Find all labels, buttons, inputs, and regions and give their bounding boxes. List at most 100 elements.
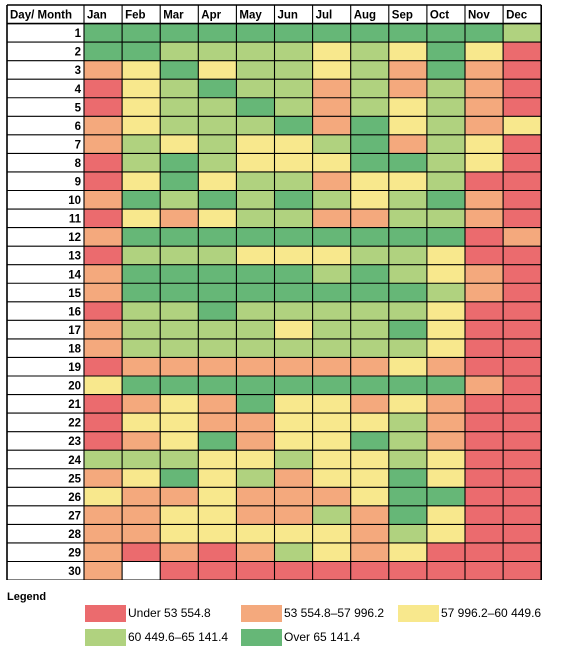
heatmap-cell [503,413,542,432]
heatmap-cell [198,450,237,469]
heatmap-cell [426,505,465,525]
heatmap-cell [160,524,199,543]
heatmap-cell [426,450,465,469]
heatmap-cell [236,23,275,43]
heatmap-cell [503,283,542,302]
heatmap-cell [350,524,389,543]
heatmap-cell [503,153,542,172]
row-label: 26 [68,492,81,504]
heatmap-cell [122,23,161,43]
heatmap-cell [388,79,427,98]
heatmap-cell [274,450,313,469]
heatmap-cell [388,264,427,284]
heatmap-chart: Day/ Month Jan Feb Mar Apr May Jun Jul Aug Sep Oct… [6,4,543,580]
heatmap-cell [236,468,275,488]
heatmap-cell [198,301,237,321]
heatmap-cell [388,487,427,506]
heatmap-cell [503,116,542,135]
heatmap-cell [312,561,351,580]
heatmap-cell [160,79,199,98]
heatmap-cell [388,561,427,580]
row-label: 7 [75,139,81,151]
heatmap-cell [84,209,123,228]
heatmap-cell [84,524,123,543]
heatmap-cell [160,301,199,321]
heatmap-cell [274,171,313,191]
heatmap-cell [84,227,123,247]
heatmap-cell [503,209,542,228]
heatmap-cell [122,561,161,580]
heatmap-cell [426,431,465,451]
heatmap-cell [160,153,199,172]
heatmap-cell [160,413,199,432]
row-label: 16 [68,306,81,318]
heatmap-cell [84,246,123,265]
heatmap-cell [312,153,351,172]
heatmap-cell [198,116,237,135]
column-header: Nov [468,10,490,22]
heatmap-cell [122,246,161,265]
heatmap-cell [388,542,427,562]
heatmap-cell [274,116,313,135]
heatmap-cell [236,246,275,265]
heatmap-cell [426,283,465,302]
row-label: 18 [68,343,81,355]
heatmap-cell [236,394,275,414]
heatmap-cell [236,320,275,339]
heatmap-cell [236,376,275,395]
legend-label: 57 996.2–60 449.6 [441,606,542,620]
heatmap-cell [426,338,465,358]
heatmap-cell [426,468,465,488]
heatmap-cell [198,97,237,117]
heatmap-cell [465,431,504,451]
row-label: 20 [68,381,81,393]
heatmap-cell [274,542,313,562]
heatmap-cell [503,505,542,525]
heatmap-cell [350,320,389,339]
heatmap-cell [312,376,351,395]
heatmap-cell [503,246,542,265]
heatmap-cell [503,97,542,117]
heatmap-cell [198,60,237,80]
heatmap-cell [426,153,465,172]
heatmap-cell [274,376,313,395]
heatmap-cell [160,116,199,135]
heatmap-cell [122,450,161,469]
row-label: 17 [68,325,81,337]
heatmap-cell [122,153,161,172]
heatmap-cell [350,227,389,247]
heatmap-cell [160,97,199,117]
heatmap-cell [84,23,123,43]
heatmap-cell [350,60,389,80]
heatmap-cell [122,524,161,543]
heatmap-cell [122,116,161,135]
heatmap-cell [160,171,199,191]
heatmap-cell [236,60,275,80]
heatmap-cell [388,357,427,376]
heatmap-cell [160,134,199,154]
heatmap-cell [388,413,427,432]
heatmap-cell [274,505,313,525]
heatmap-cell [503,338,542,358]
heatmap-cell [350,246,389,265]
heatmap-cell [350,116,389,135]
heatmap-cell [198,246,237,265]
heatmap-cell [350,190,389,210]
row-label: 1 [75,28,82,40]
heatmap-cell [122,97,161,117]
heatmap-cell [198,394,237,414]
heatmap-cell [198,413,237,432]
heatmap-cell [426,42,465,61]
heatmap-cell [312,542,351,562]
row-label: 21 [68,399,81,411]
heatmap-cell [350,79,389,98]
heatmap-cell [426,301,465,321]
heatmap-cell [160,357,199,376]
heatmap-cell [160,246,199,265]
heatmap-cell [274,394,313,414]
heatmap-cell [465,246,504,265]
heatmap-cell [426,190,465,210]
heatmap-cell [388,283,427,302]
heatmap-cell [465,171,504,191]
heatmap-cell [236,283,275,302]
